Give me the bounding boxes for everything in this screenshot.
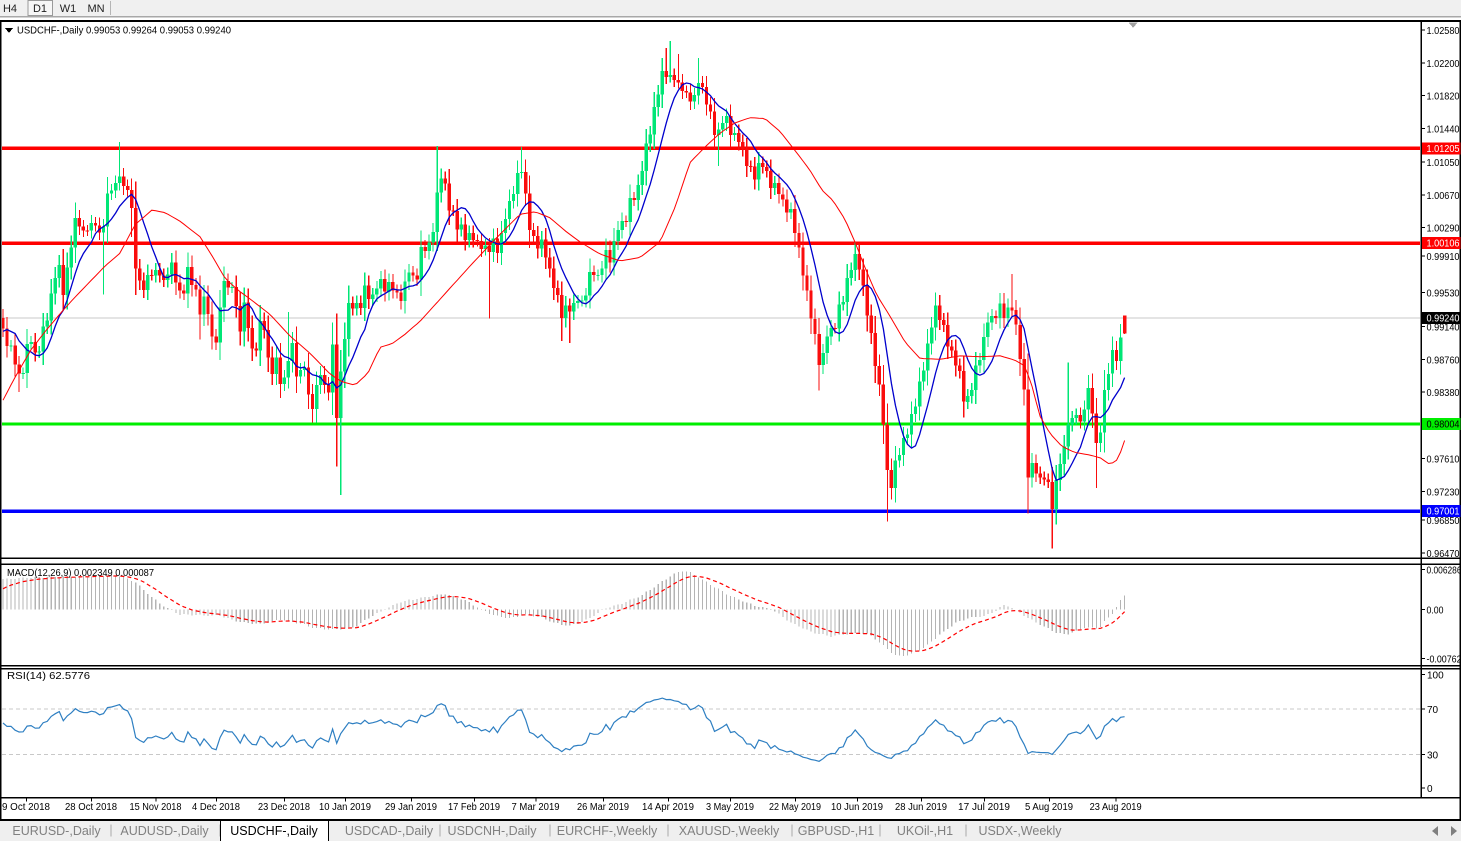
svg-text:0.99140: 0.99140: [1427, 323, 1460, 334]
svg-text:26 Mar 2019: 26 Mar 2019: [577, 802, 629, 813]
svg-text:MACD(12,26,9) 0.002349 0.00008: MACD(12,26,9) 0.002349 0.000087: [7, 567, 154, 579]
svg-text:1.01205: 1.01205: [1427, 144, 1460, 155]
svg-text:0.99530: 0.99530: [1427, 288, 1460, 299]
svg-text:14 Apr 2019: 14 Apr 2019: [642, 802, 694, 813]
svg-text:USDCHF-,Daily 0.99053 0.99264: USDCHF-,Daily 0.99053 0.99264 0.99053 0.…: [17, 25, 231, 37]
svg-text:0.97001: 0.97001: [1427, 507, 1460, 518]
svg-text:23 Dec 2018: 23 Dec 2018: [258, 802, 310, 813]
svg-text:1.01820: 1.01820: [1427, 92, 1460, 103]
svg-text:4 Dec 2018: 4 Dec 2018: [192, 802, 240, 813]
svg-text:1.00290: 1.00290: [1427, 224, 1460, 235]
svg-text:70: 70: [1427, 705, 1439, 716]
svg-text:0: 0: [1427, 784, 1433, 795]
svg-text:0.98380: 0.98380: [1427, 388, 1460, 399]
svg-text:17 Jul 2019: 17 Jul 2019: [958, 802, 1010, 813]
svg-text:23 Aug 2019: 23 Aug 2019: [1090, 802, 1142, 813]
svg-text:H4: H4: [3, 3, 17, 15]
svg-text:3 May 2019: 3 May 2019: [706, 802, 754, 813]
svg-text:1.02580: 1.02580: [1427, 26, 1460, 37]
svg-text:28 Oct 2018: 28 Oct 2018: [65, 802, 117, 813]
svg-text:-0.00762: -0.00762: [1427, 654, 1461, 665]
svg-text:RSI(14) 62.5776: RSI(14) 62.5776: [7, 670, 90, 682]
svg-text:28 Jun 2019: 28 Jun 2019: [895, 802, 947, 813]
svg-text:0.98760: 0.98760: [1427, 355, 1460, 366]
svg-text:1.01440: 1.01440: [1427, 125, 1460, 136]
svg-text:1.01050: 1.01050: [1427, 158, 1460, 169]
svg-text:0.98004: 0.98004: [1427, 420, 1460, 431]
svg-text:0.96470: 0.96470: [1427, 549, 1460, 560]
svg-text:1.00670: 1.00670: [1427, 191, 1460, 202]
svg-text:30: 30: [1427, 751, 1439, 762]
svg-text:0.00: 0.00: [1427, 605, 1444, 616]
svg-text:1.02200: 1.02200: [1427, 59, 1460, 70]
svg-text:5 Aug 2019: 5 Aug 2019: [1025, 802, 1073, 813]
svg-text:22 May 2019: 22 May 2019: [769, 802, 821, 813]
svg-text:0.97230: 0.97230: [1427, 487, 1460, 498]
svg-text:0.96850: 0.96850: [1427, 516, 1460, 527]
svg-text:100: 100: [1427, 671, 1444, 682]
svg-text:0.99240: 0.99240: [1427, 314, 1460, 325]
svg-text:10 Jan 2019: 10 Jan 2019: [319, 802, 371, 813]
svg-text:W1: W1: [60, 3, 77, 15]
svg-text:0.006286: 0.006286: [1427, 566, 1461, 577]
svg-text:10 Jun 2019: 10 Jun 2019: [831, 802, 883, 813]
svg-text:D1: D1: [33, 3, 47, 15]
svg-text:9 Oct 2018: 9 Oct 2018: [2, 802, 50, 813]
svg-text:MN: MN: [87, 3, 104, 15]
svg-text:7 Mar 2019: 7 Mar 2019: [512, 802, 560, 813]
svg-text:15 Nov 2018: 15 Nov 2018: [130, 802, 182, 813]
svg-text:1.00106: 1.00106: [1427, 239, 1460, 250]
svg-text:29 Jan 2019: 29 Jan 2019: [385, 802, 437, 813]
svg-text:0.99910: 0.99910: [1427, 252, 1460, 263]
svg-text:17 Feb 2019: 17 Feb 2019: [448, 802, 500, 813]
svg-text:0.97610: 0.97610: [1427, 455, 1460, 466]
